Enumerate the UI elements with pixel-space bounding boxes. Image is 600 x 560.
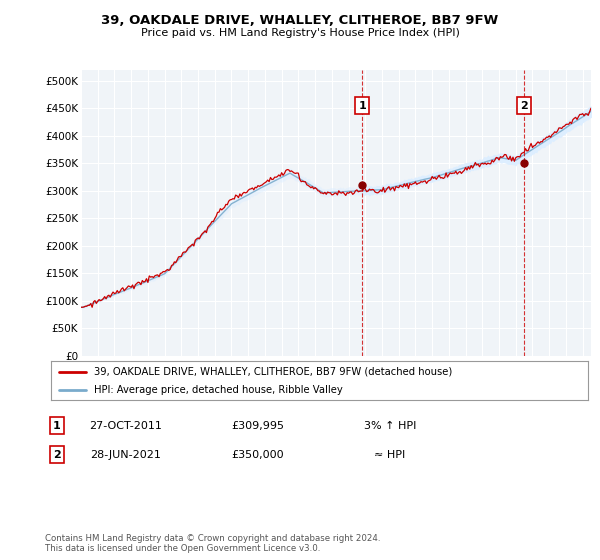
Text: Price paid vs. HM Land Registry's House Price Index (HPI): Price paid vs. HM Land Registry's House …: [140, 28, 460, 38]
Text: 39, OAKDALE DRIVE, WHALLEY, CLITHEROE, BB7 9FW (detached house): 39, OAKDALE DRIVE, WHALLEY, CLITHEROE, B…: [94, 367, 452, 377]
Text: 3% ↑ HPI: 3% ↑ HPI: [364, 421, 416, 431]
Text: Contains HM Land Registry data © Crown copyright and database right 2024.
This d: Contains HM Land Registry data © Crown c…: [45, 534, 380, 553]
Text: 1: 1: [358, 101, 366, 111]
Text: ≈ HPI: ≈ HPI: [374, 450, 406, 460]
Text: 2: 2: [53, 450, 61, 460]
Text: 1: 1: [53, 421, 61, 431]
Text: £309,995: £309,995: [232, 421, 284, 431]
Text: HPI: Average price, detached house, Ribble Valley: HPI: Average price, detached house, Ribb…: [94, 385, 343, 395]
Text: 39, OAKDALE DRIVE, WHALLEY, CLITHEROE, BB7 9FW: 39, OAKDALE DRIVE, WHALLEY, CLITHEROE, B…: [101, 14, 499, 27]
Text: 27-OCT-2011: 27-OCT-2011: [89, 421, 163, 431]
Text: 28-JUN-2021: 28-JUN-2021: [91, 450, 161, 460]
Text: £350,000: £350,000: [232, 450, 284, 460]
Text: 2: 2: [520, 101, 527, 111]
